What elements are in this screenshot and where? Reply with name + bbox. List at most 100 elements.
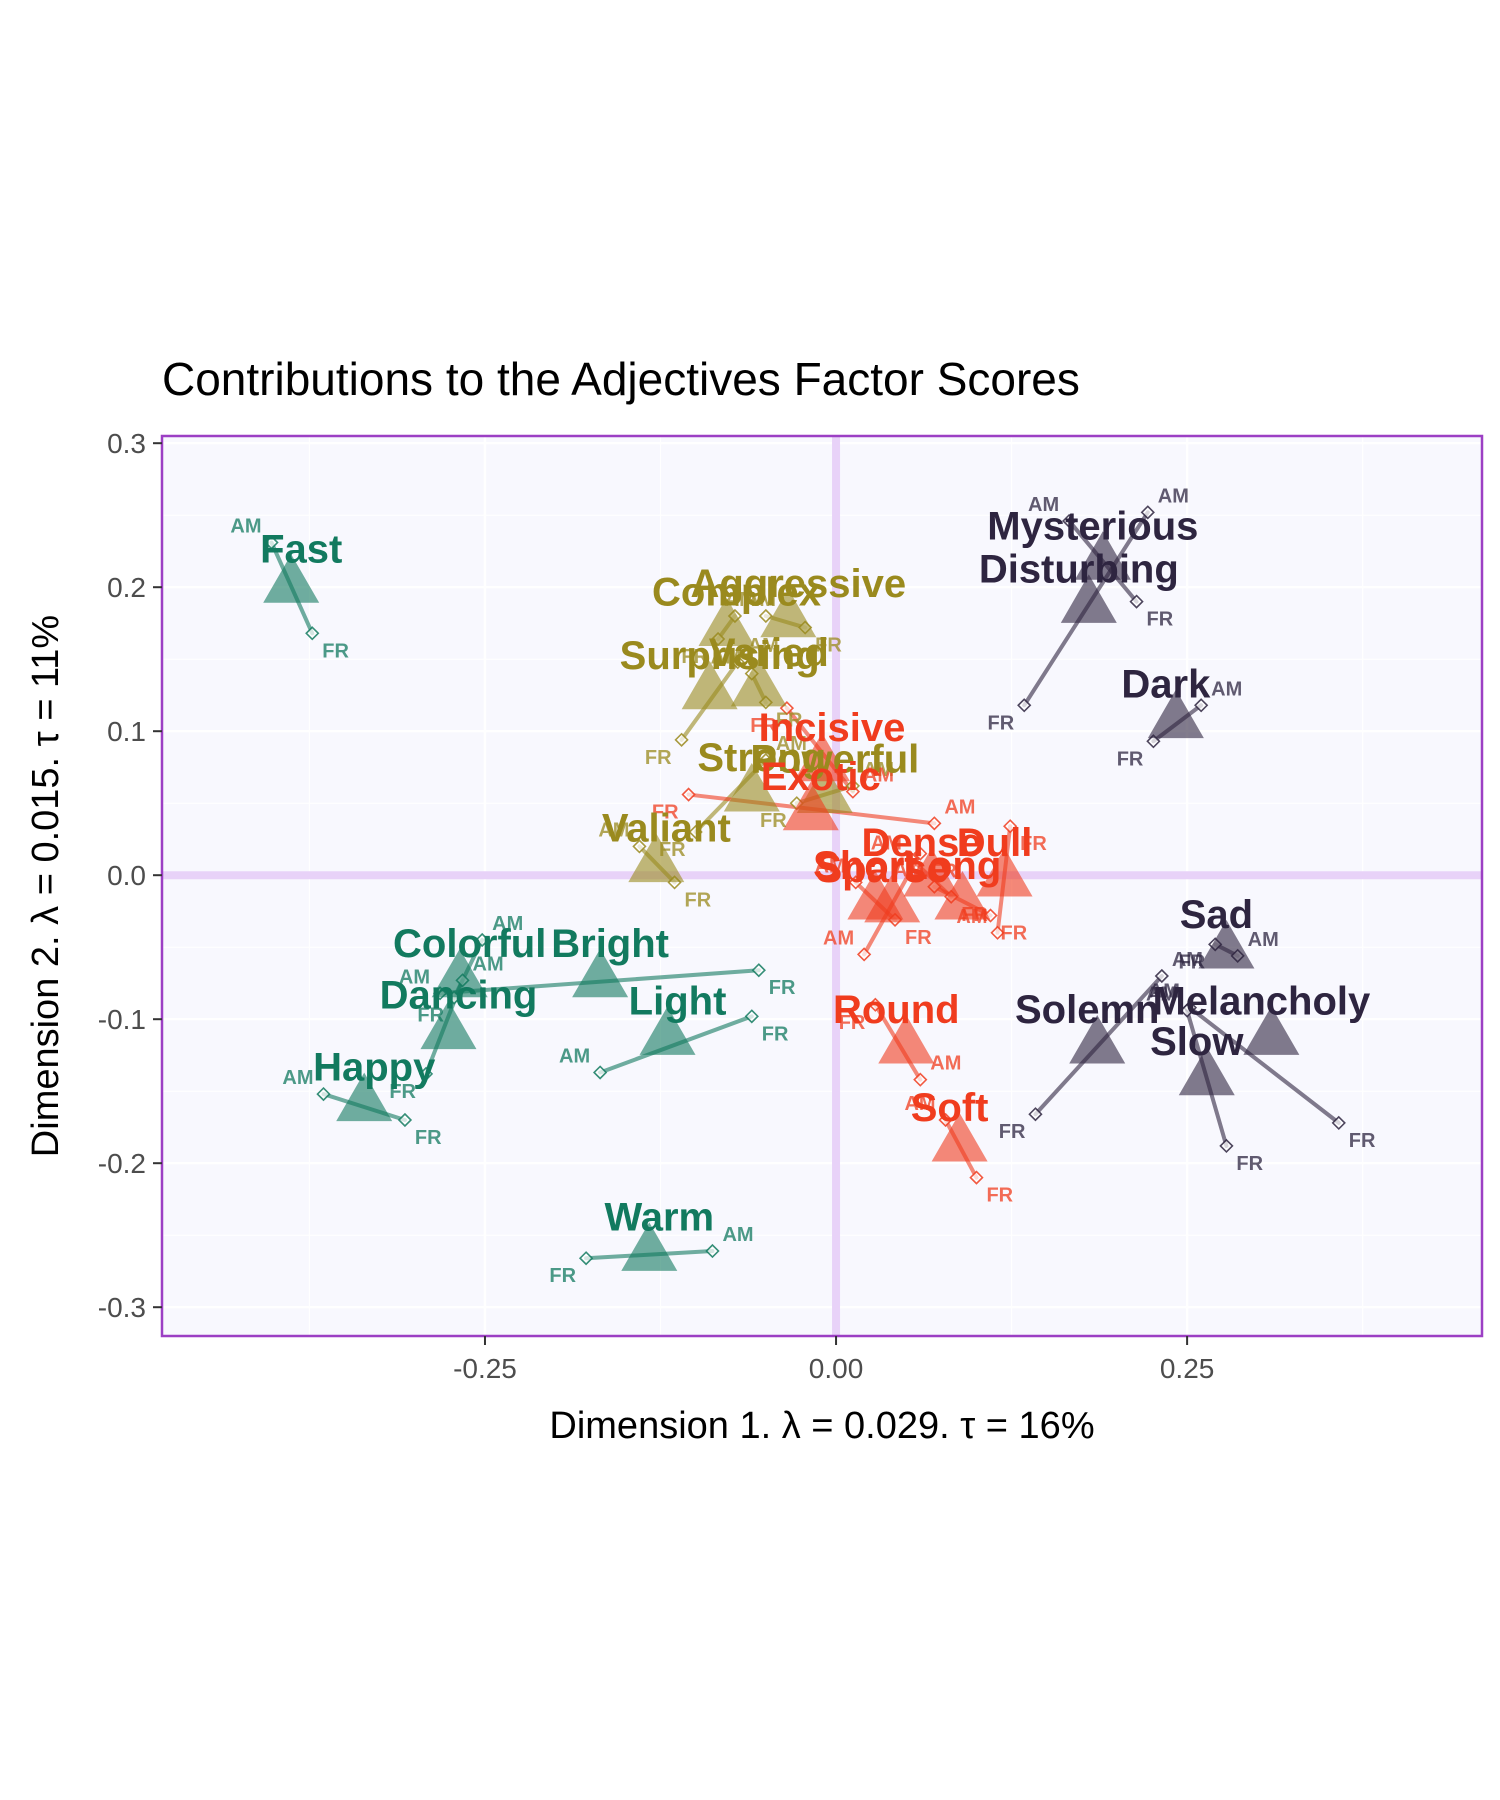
fr-label-dense: FR — [961, 904, 988, 926]
triangle-sad — [1198, 920, 1255, 969]
am-label-dark: AM — [1211, 678, 1242, 700]
am-label-solemn: AM — [1172, 949, 1203, 971]
y-tick-label: 0.3 — [107, 428, 146, 459]
fr-label-soft: FR — [986, 1185, 1013, 1207]
am-point-solemn — [1154, 968, 1169, 984]
triangle-exotic — [782, 781, 839, 831]
triangle-solemn — [1069, 1015, 1126, 1064]
fr-point-melancholy — [1331, 1115, 1346, 1131]
fr-label-exotic: FR — [652, 802, 679, 824]
am-label-light: AM — [559, 1045, 590, 1067]
am-point-short — [848, 875, 863, 890]
adjective-label-warm: Warm — [604, 1195, 714, 1239]
am-label-complex: AM — [745, 589, 776, 611]
am-label-incisive: AM — [863, 765, 894, 787]
adjective-label-layer: Fast Colorful Bright Dancing Light Happy Warm A… — [260, 504, 1371, 1239]
fr-label-fast: FR — [322, 640, 349, 662]
fr-label-long: FR — [1001, 923, 1028, 945]
adjective-label-melancholy: Melancholy — [1152, 979, 1371, 1023]
am-label-strong: AM — [776, 733, 807, 755]
am-point-valiant — [632, 839, 647, 854]
am-label-surprising: AM — [748, 635, 779, 657]
am-label-mysterious: AM — [1028, 494, 1059, 516]
adjective-label-valiant: Valiant — [602, 807, 731, 851]
fr-point-surprising — [674, 732, 689, 747]
am-point-dense — [904, 852, 920, 867]
adjective-label-long: Long — [904, 844, 1002, 888]
am-label-melancholy: AM — [1149, 981, 1180, 1003]
axis-layer: -0.25 0.00 0.25 0.3 0.2 0.1 0.0 -0.1 -0.2 -0.3 — [98, 428, 1484, 1384]
triangle-dancing — [420, 1000, 477, 1050]
adjective-label-surprising: Surprising — [620, 634, 820, 678]
am-point-sparse — [856, 947, 872, 962]
adjective-label-exotic: Exotic — [761, 755, 881, 799]
am-point-exotic — [927, 816, 942, 831]
x-axis-title: Dimension 1. λ = 0.029. τ = 16% — [549, 1405, 1094, 1447]
fr-label-dull: FR — [1020, 833, 1047, 855]
fr-point-round — [868, 997, 883, 1012]
fr-label-happy: FR — [415, 1127, 442, 1149]
am-point-soft — [938, 1112, 953, 1128]
am-label-disturbing: AM — [1158, 485, 1189, 507]
y-tick-label: -0.1 — [98, 1004, 146, 1035]
y-tick-label: 0.0 — [107, 860, 146, 891]
fr-label-warm: FR — [549, 1265, 576, 1287]
fr-point-mysterious — [1129, 594, 1144, 609]
fr-point-exotic — [681, 787, 696, 802]
triangle-strong — [723, 763, 780, 812]
triangle-surprising — [681, 660, 738, 710]
triangle-slow — [1178, 1046, 1235, 1096]
adjective-label-complex: Complex — [652, 571, 821, 615]
panel-border — [160, 434, 1484, 1338]
triangle-round — [878, 1015, 935, 1064]
fr-point-happy — [397, 1112, 413, 1128]
y-tick-label: 0.1 — [107, 716, 146, 747]
fr-point-dull — [1003, 819, 1018, 834]
triangle-dense — [903, 848, 960, 897]
fr-label-dark: FR — [1117, 748, 1144, 770]
fr-label-slow: FR — [1236, 1153, 1263, 1175]
fr-point-dark — [1146, 734, 1161, 749]
fr-point-disturbing — [1017, 698, 1032, 713]
fr-label-round: FR — [839, 1012, 866, 1034]
triangle-valiant — [628, 833, 685, 883]
am-label-happy: AM — [282, 1067, 313, 1089]
am-label-bright: AM — [399, 966, 430, 988]
am-point-fast — [264, 535, 279, 550]
fr-point-bright — [751, 963, 766, 978]
am-label-soft: AM — [904, 1093, 935, 1115]
fr-point-warm — [578, 1251, 594, 1266]
fr-label-disturbing: FR — [988, 712, 1015, 734]
triangle-fast — [263, 554, 320, 603]
adjective-label-light: Light — [629, 979, 727, 1023]
lang-label-layer: AM FR AM FR AM FR AM FR AM FR AM FR AM FR AM FR AM FR AM FR… — [230, 485, 1376, 1287]
triangle-mysterious — [1074, 531, 1131, 580]
triangle-melancholy — [1243, 1006, 1300, 1055]
am-point-slow — [1179, 1003, 1195, 1018]
adjective-label-mysterious: Mysterious — [987, 504, 1198, 548]
y-axis-title: Dimension 2. λ = 0.015. τ = 11% — [25, 615, 67, 1157]
fr-label-valiant: FR — [685, 889, 712, 911]
triangle-dull — [976, 848, 1033, 897]
triangle-happy — [336, 1072, 393, 1122]
fr-point-solemn — [1028, 1107, 1043, 1122]
x-tick-label: 0.25 — [1160, 1353, 1215, 1384]
triangle-sparse — [864, 873, 921, 923]
adjective-label-soft: Soft — [911, 1086, 989, 1130]
adjective-label-colorful: Colorful — [393, 922, 546, 966]
am-point-strong — [758, 752, 773, 768]
triangle-colorful — [431, 948, 488, 998]
y-tick-label: 0.2 — [107, 572, 146, 603]
y-tick-label: -0.2 — [98, 1148, 146, 1179]
adjective-label-slow: Slow — [1150, 1020, 1244, 1064]
am-point-disturbing — [1140, 505, 1155, 520]
am-point-light — [592, 1065, 608, 1080]
am-point-colorful — [475, 932, 490, 948]
am-point-surprising — [730, 654, 745, 670]
adjective-label-fast: Fast — [260, 527, 342, 571]
adjective-label-dull: Dull — [957, 821, 1033, 865]
fr-point-dancing — [418, 1066, 434, 1082]
adjective-label-happy: Happy — [313, 1046, 436, 1090]
am-point-round — [913, 1072, 928, 1087]
